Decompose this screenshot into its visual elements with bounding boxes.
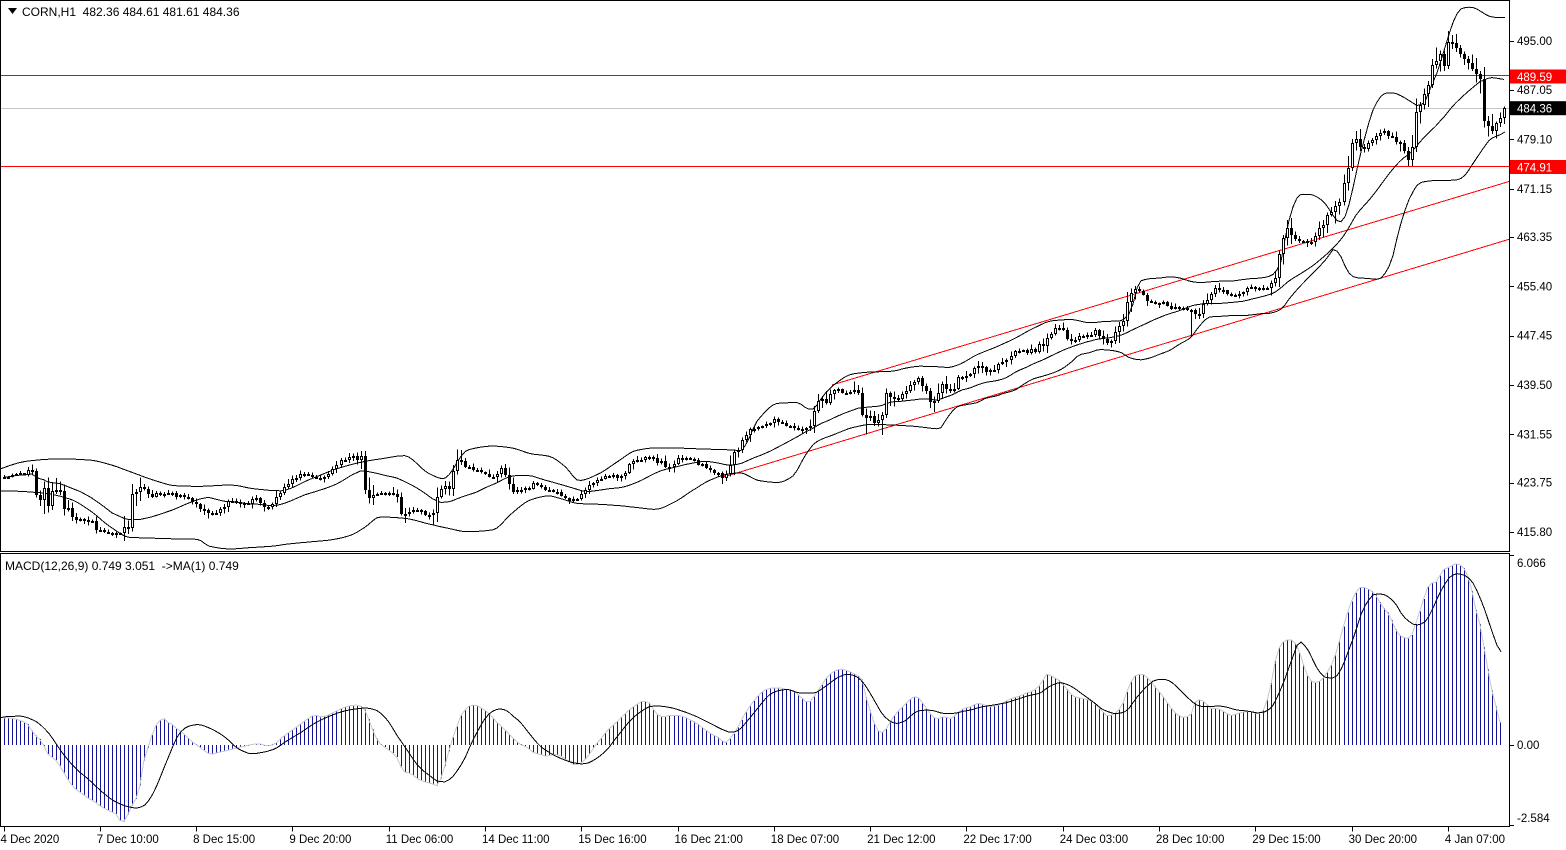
svg-text:18 Dec 07:00: 18 Dec 07:00	[771, 834, 839, 846]
svg-text:447.45: 447.45	[1517, 331, 1552, 343]
svg-text:9 Dec 20:00: 9 Dec 20:00	[289, 834, 351, 846]
svg-text:24 Dec 03:00: 24 Dec 03:00	[1060, 834, 1128, 846]
svg-text:MACD(12,26,9) 0.749 3.051 ->M: MACD(12,26,9) 0.749 3.051 ->MA(1) 0.749	[5, 559, 239, 573]
svg-text:28 Dec 10:00: 28 Dec 10:00	[1156, 834, 1224, 846]
svg-text:-2.584: -2.584	[1517, 813, 1550, 825]
svg-text:474.91: 474.91	[1517, 163, 1552, 175]
svg-text:30 Dec 20:00: 30 Dec 20:00	[1349, 834, 1417, 846]
svg-text:11 Dec 06:00: 11 Dec 06:00	[386, 834, 454, 846]
svg-text:0.00: 0.00	[1517, 740, 1539, 752]
svg-text:431.55: 431.55	[1517, 429, 1552, 441]
svg-text:CORN,H1 482.36 484.61 481.61: CORN,H1 482.36 484.61 481.61 484.36	[22, 5, 240, 19]
svg-text:484.36: 484.36	[1517, 104, 1552, 116]
svg-text:463.35: 463.35	[1517, 232, 1552, 244]
svg-text:22 Dec 17:00: 22 Dec 17:00	[963, 834, 1031, 846]
svg-text:489.59: 489.59	[1517, 72, 1552, 84]
svg-text:7 Dec 10:00: 7 Dec 10:00	[97, 834, 159, 846]
svg-text:495.00: 495.00	[1517, 36, 1552, 48]
svg-text:14 Dec 11:00: 14 Dec 11:00	[482, 834, 550, 846]
svg-text:16 Dec 21:00: 16 Dec 21:00	[675, 834, 743, 846]
svg-text:455.40: 455.40	[1517, 282, 1552, 294]
svg-text:415.80: 415.80	[1517, 527, 1552, 539]
svg-text:6.066: 6.066	[1517, 558, 1546, 570]
svg-text:487.05: 487.05	[1517, 85, 1552, 97]
svg-text:29 Dec 15:00: 29 Dec 15:00	[1252, 834, 1320, 846]
svg-text:15 Dec 16:00: 15 Dec 16:00	[578, 834, 646, 846]
svg-text:471.15: 471.15	[1517, 184, 1552, 196]
svg-text:479.10: 479.10	[1517, 135, 1552, 147]
svg-text:4 Jan 07:00: 4 Jan 07:00	[1445, 834, 1505, 846]
svg-text:21 Dec 12:00: 21 Dec 12:00	[867, 834, 935, 846]
svg-text:4 Dec 2020: 4 Dec 2020	[1, 834, 60, 846]
svg-text:423.75: 423.75	[1517, 478, 1552, 490]
svg-text:8 Dec 15:00: 8 Dec 15:00	[193, 834, 255, 846]
svg-text:439.50: 439.50	[1517, 380, 1552, 392]
